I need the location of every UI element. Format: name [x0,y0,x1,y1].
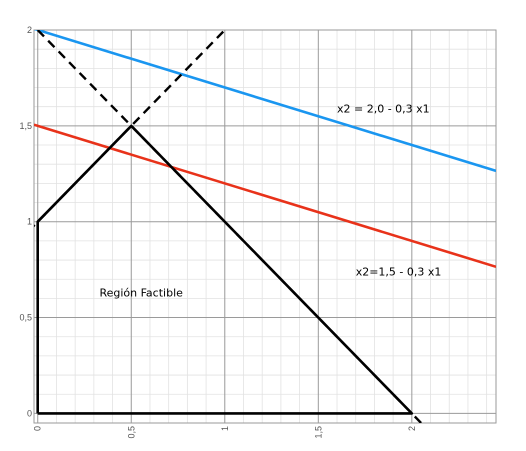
x-tick-label: 0 [33,426,43,431]
annotation-label: x2 = 2,0 - 0,3 x1 [337,102,430,115]
y-tick-label: 2 [27,25,32,35]
tick-labels: 0 0,5 1 1,5 2 0 0,5 1 1,5 2 [19,25,416,439]
annotation-label: Región Factible [99,286,183,299]
x-tick-label: 0,5 [126,426,136,439]
x-tick-label: 1,5 [313,426,323,439]
y-tick-label: 0 [27,408,32,418]
annotation-label: x2=1,5 - 0,3 x1 [356,265,442,278]
x-tick-label: 1 [220,426,230,431]
series-line-x2-2-0 [34,30,496,173]
x-tick-label: 2 [407,426,417,431]
y-tick-label: 0,5 [19,313,32,323]
series-layer [34,30,496,423]
series-feasible-region-boundary [36,124,414,415]
y-tick-label: 1,5 [19,121,32,131]
annotations: x2 = 2,0 - 0,3 x1 x2=1,5 - 0,3 x1 Región F… [99,102,441,299]
plot-background [34,30,496,423]
y-tick-label: 1 [27,217,32,227]
